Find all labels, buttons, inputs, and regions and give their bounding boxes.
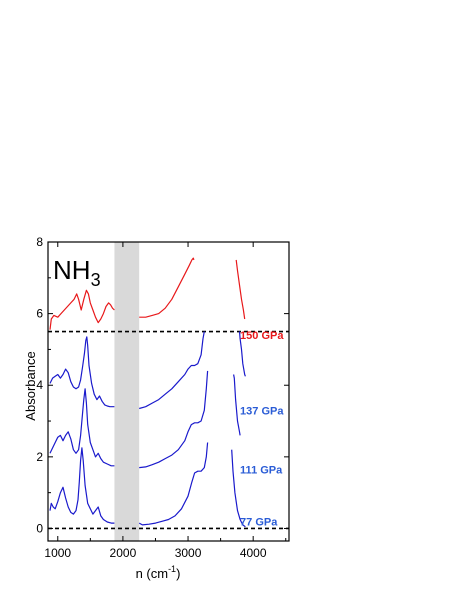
series-line-1-segment-1 xyxy=(139,331,205,410)
series-line-1-segment-2 xyxy=(238,331,246,377)
chart-title: NH3 xyxy=(53,255,101,290)
series-line-3-segment-1 xyxy=(138,442,209,526)
series-line-2-segment-2 xyxy=(233,374,241,436)
series-line-1-segment-0 xyxy=(49,336,115,408)
series-line-3-segment-0 xyxy=(49,447,115,524)
x-tick-label: 3000 xyxy=(175,546,202,560)
x-tick-label: 1000 xyxy=(44,546,71,560)
y-tick-label: 4 xyxy=(36,378,43,392)
y-axis-label: Absorbance xyxy=(23,351,38,420)
plot-area xyxy=(48,242,289,541)
plot-frame xyxy=(47,241,290,542)
axes: 1000 2000 3000 4000 0 2 4 6 8 150 GPa 137 GPa 111 G… xyxy=(36,235,290,560)
y-tick-label: 0 xyxy=(36,521,43,535)
x-axis-label-close: ) xyxy=(176,566,180,581)
series-line-2-segment-0 xyxy=(49,388,115,467)
series-line-0-segment-0 xyxy=(49,289,115,330)
x-axis-label-main: n (cm xyxy=(136,566,169,581)
y-tick-label: 2 xyxy=(36,450,43,464)
series-line-2-segment-1 xyxy=(139,370,209,469)
pressure-label: 137 GPa xyxy=(240,405,284,417)
pressure-label: 111 GPa xyxy=(240,464,283,476)
y-tick-label: 6 xyxy=(36,307,43,321)
series-line-3-segment-2 xyxy=(231,449,246,528)
x-tick-label: 4000 xyxy=(240,546,267,560)
x-axis-label: n (cm-1) xyxy=(136,564,181,581)
chart-title-main: NH xyxy=(53,255,91,285)
x-tick-label: 2000 xyxy=(110,546,137,560)
y-tick-label: 8 xyxy=(36,235,43,249)
chart-title-subscript: 3 xyxy=(91,270,101,290)
shaded-region xyxy=(114,242,140,541)
x-axis-label-superscript: -1 xyxy=(168,564,176,574)
pressure-label: 150 GPa xyxy=(240,330,284,342)
pressure-label: 77 GPa xyxy=(240,516,278,528)
series-line-0-segment-2 xyxy=(235,259,246,320)
series-line-0-segment-1 xyxy=(139,257,195,318)
